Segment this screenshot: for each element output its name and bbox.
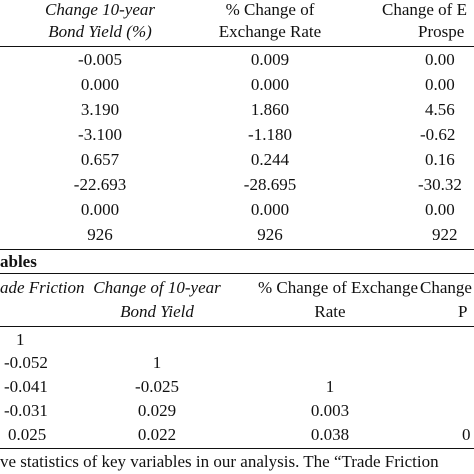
section-rule bbox=[0, 273, 474, 274]
top-header-exchange-rate-line1: % Change of bbox=[225, 0, 315, 19]
bottom-header-change-line1: Change bbox=[420, 278, 472, 297]
top-cell: 0.00 bbox=[425, 50, 455, 69]
top-cell: 926 bbox=[257, 225, 283, 244]
top-header-exchange-rate-line2: Exchange Rate bbox=[218, 22, 322, 41]
bottom-cell: 1 bbox=[16, 330, 25, 349]
top-header-rule bbox=[0, 46, 474, 47]
top-header-bond-yield-line2: Bond Yield (%) bbox=[48, 22, 152, 41]
top-cell: 926 bbox=[87, 225, 113, 244]
bottom-cell: 0.003 bbox=[310, 401, 350, 420]
bottom-cell: -0.031 bbox=[4, 401, 48, 420]
bottom-cell: 1 bbox=[152, 353, 162, 372]
bottom-header-trade-friction: ade Friction bbox=[0, 278, 85, 297]
top-cell: 0.000 bbox=[80, 200, 120, 219]
bottom-cell: 0.025 bbox=[8, 425, 47, 444]
bottom-cell: -0.025 bbox=[135, 377, 179, 396]
top-cell: 4.56 bbox=[425, 100, 455, 119]
top-cell: 0.000 bbox=[250, 200, 290, 219]
top-header-bond-yield-line1: Change 10-year bbox=[44, 0, 156, 19]
top-cell: 0.00 bbox=[425, 75, 455, 94]
top-cell: -28.695 bbox=[243, 175, 297, 194]
top-cell: 0.244 bbox=[250, 150, 290, 169]
top-cell: 0.16 bbox=[425, 150, 455, 169]
bottom-header-bond-yield-line2: Bond Yield bbox=[120, 302, 194, 321]
bottom-cell: -0.052 bbox=[4, 353, 48, 372]
top-header-prospect-line1: Change of E bbox=[382, 0, 467, 19]
top-bottom-rule bbox=[0, 249, 474, 250]
table-caption: ve statistics of key variables in our an… bbox=[0, 452, 439, 471]
bottom-header-exchange-line1: % Change of Exchange bbox=[258, 278, 419, 297]
top-cell: -3.100 bbox=[78, 125, 122, 144]
top-cell: 1.860 bbox=[250, 100, 290, 119]
bottom-header-change-line2: P bbox=[458, 302, 468, 321]
top-cell: -22.693 bbox=[73, 175, 127, 194]
top-header-prospect-line2: Prospe bbox=[418, 22, 465, 41]
bottom-cell: -0.041 bbox=[4, 377, 48, 396]
bottom-cell: 0.038 bbox=[310, 425, 350, 444]
bottom-header-bond-yield-line1: Change of 10-year bbox=[93, 278, 221, 297]
top-cell: 0.000 bbox=[80, 75, 120, 94]
bottom-cell: 0.022 bbox=[137, 425, 177, 444]
bottom-cell: 0.029 bbox=[137, 401, 177, 420]
top-cell: 0.657 bbox=[80, 150, 120, 169]
top-cell: 0.000 bbox=[250, 75, 290, 94]
top-cell: 0.009 bbox=[250, 50, 290, 69]
top-cell: -30.32 bbox=[418, 175, 462, 194]
bottom-bottom-rule bbox=[0, 448, 474, 449]
top-cell: -0.005 bbox=[78, 50, 122, 69]
section-title: ables bbox=[0, 252, 37, 271]
bottom-header-exchange-line2: Rate bbox=[314, 302, 346, 321]
top-cell: -1.180 bbox=[248, 125, 292, 144]
top-cell: 922 bbox=[432, 225, 458, 244]
bottom-cell: 1 bbox=[325, 377, 335, 396]
top-cell: -0.62 bbox=[420, 125, 456, 144]
top-cell: 0.00 bbox=[425, 200, 455, 219]
bottom-cell: 0 bbox=[462, 425, 471, 444]
bottom-header-rule bbox=[0, 326, 474, 327]
top-cell: 3.190 bbox=[80, 100, 120, 119]
